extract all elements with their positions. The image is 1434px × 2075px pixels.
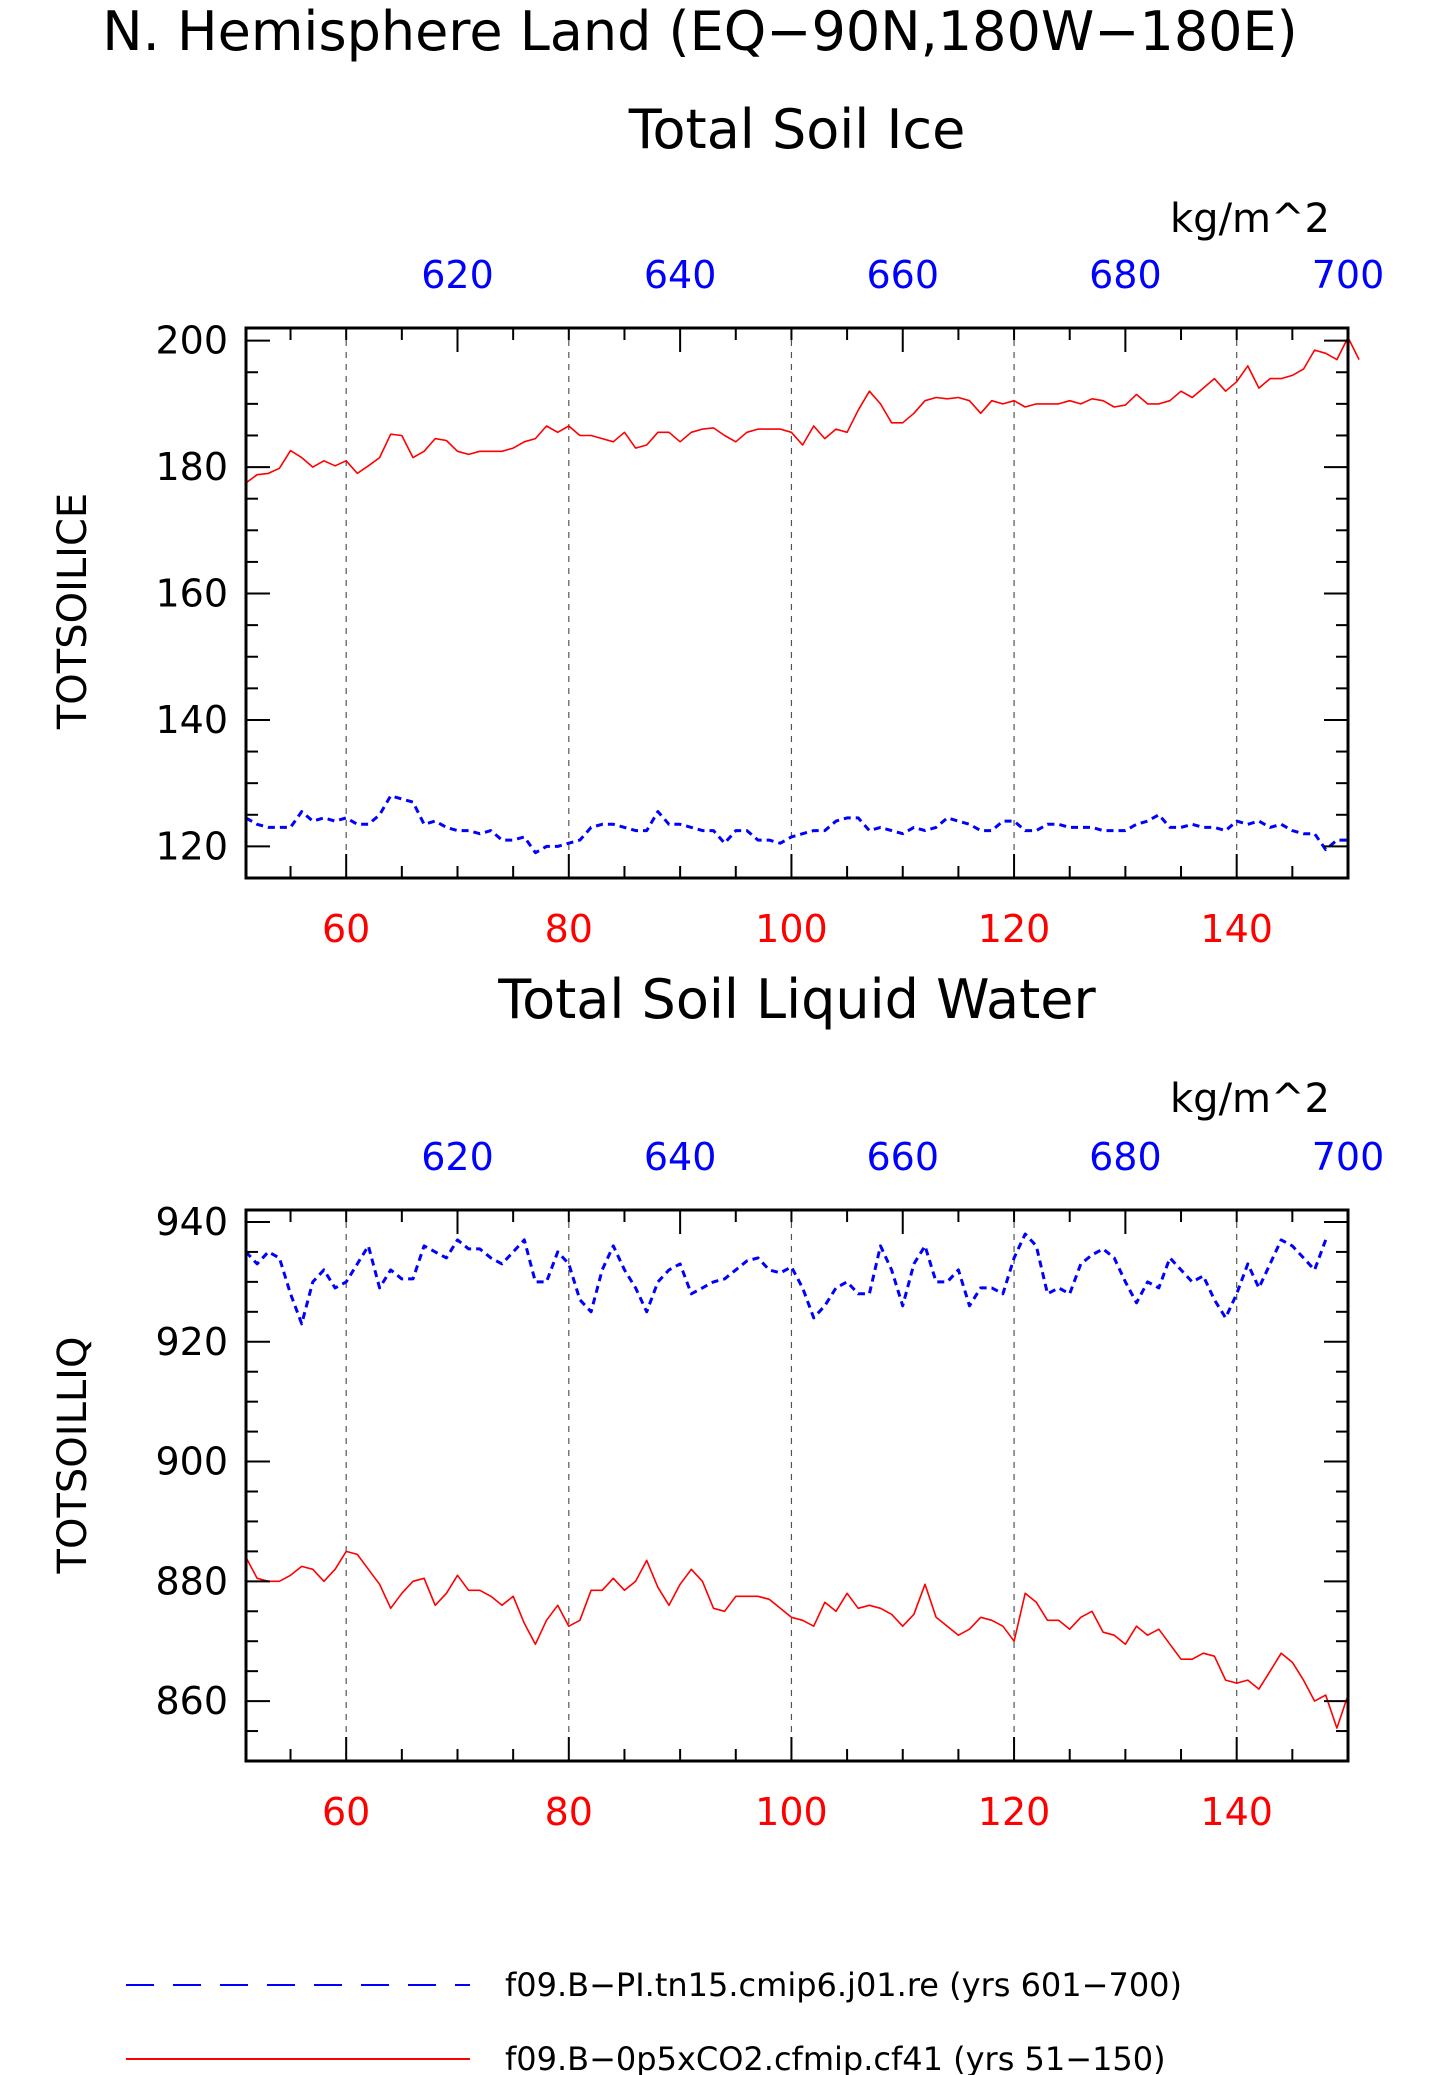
y-tick-label: 160	[155, 572, 228, 616]
y-tick-label: 880	[155, 1559, 228, 1603]
plot-frame	[244, 1208, 1350, 1763]
y-axis-label-soil-ice: TOTSOILICE	[50, 493, 96, 730]
x-tick-label-top: 700	[1312, 1135, 1385, 1179]
y-tick-label: 120	[155, 824, 228, 868]
x-tick-label-top: 700	[1312, 253, 1385, 297]
chart-panel-soil-ice: Total Soil Ice kg/m^2 TOTSOILICE 60 80 100…	[50, 98, 1384, 951]
x-tick-label-top: 660	[866, 1135, 939, 1179]
x-tick-label-bottom: 120	[978, 1790, 1051, 1834]
series-line-experiment	[245, 336, 1360, 484]
series-line-control	[244, 1232, 1328, 1326]
series-line-experiment	[245, 1550, 1349, 1729]
x-tick-label-bottom: 60	[322, 907, 370, 951]
y-tick-label: 140	[155, 698, 228, 742]
x-tick-label-bottom: 120	[978, 907, 1051, 951]
chart-panel-soil-liquid: Total Soil Liquid Water kg/m^2 TOTSOILLI…	[50, 968, 1384, 1834]
x-tick-label-bottom: 60	[322, 1790, 370, 1834]
y-tick-label: 180	[155, 445, 228, 489]
x-tick-label-top: 620	[421, 1135, 494, 1179]
plot-frame	[244, 326, 1350, 880]
chart-title-soil-liquid: Total Soil Liquid Water	[497, 968, 1096, 1031]
x-tick-label-top: 660	[866, 253, 939, 297]
top-axis-unit-soil-liquid: kg/m^2	[1170, 1076, 1330, 1122]
x-tick-label-top: 620	[421, 253, 494, 297]
y-tick-label: 860	[155, 1679, 228, 1723]
y-tick-label: 900	[155, 1440, 228, 1484]
legend-label-control: f09.B−PI.tn15.cmip6.j01.re (yrs 601−700)	[505, 1966, 1182, 2004]
x-tick-label-bottom: 100	[755, 1790, 828, 1834]
x-tick-label-bottom: 80	[545, 907, 593, 951]
x-tick-label-bottom: 140	[1200, 1790, 1273, 1834]
y-tick-label: 200	[155, 319, 228, 363]
y-axis-label-soil-liquid: TOTSOILLIQ	[50, 1337, 96, 1575]
legend-label-experiment: f09.B−0p5xCO2.cfmip.cf41 (yrs 51−150)	[505, 2040, 1166, 2075]
x-tick-label-top: 640	[644, 253, 717, 297]
x-tick-label-bottom: 80	[545, 1790, 593, 1834]
x-tick-label-bottom: 140	[1200, 907, 1273, 951]
legend: f09.B−PI.tn15.cmip6.j01.re (yrs 601−700)…	[126, 1966, 1182, 2075]
top-axis-unit-soil-ice: kg/m^2	[1170, 196, 1330, 242]
y-tick-label: 920	[155, 1320, 228, 1364]
main-title: N. Hemisphere Land (EQ−90N,180W−180E)	[102, 0, 1297, 63]
y-tick-label: 940	[155, 1200, 228, 1244]
chart-title-soil-ice: Total Soil Ice	[628, 98, 966, 161]
x-tick-label-top: 680	[1089, 1135, 1162, 1179]
x-tick-label-top: 640	[644, 1135, 717, 1179]
x-tick-label-bottom: 100	[755, 907, 828, 951]
x-tick-label-top: 680	[1089, 253, 1162, 297]
series-line-control	[245, 794, 1348, 855]
